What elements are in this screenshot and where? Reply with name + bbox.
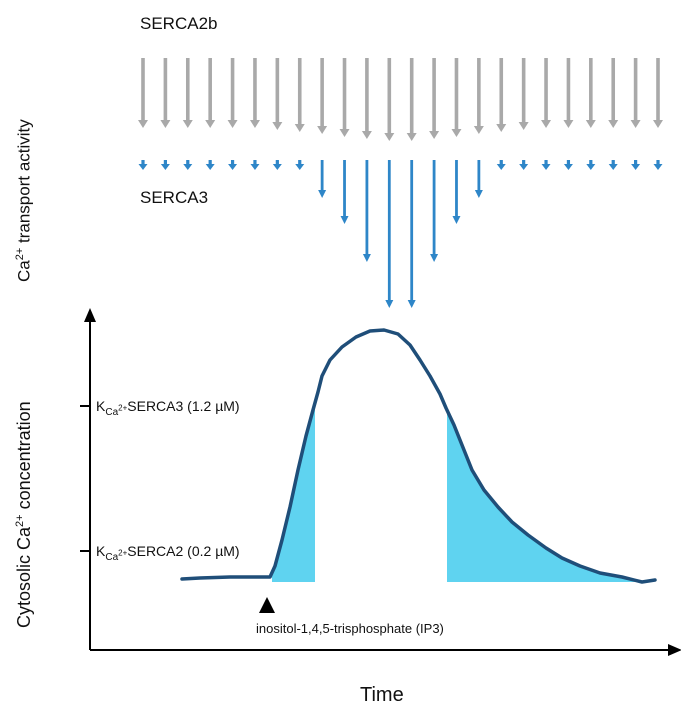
time-label: Time [360,684,404,706]
serca2b-arrow [585,58,596,128]
serca2b-arrow [406,58,417,141]
serca3-arrow [250,160,260,170]
serca2b-arrow [608,58,619,128]
k-serca2-label: KCa2+SERCA2 (0.2 µM) [96,543,240,563]
serca2b-arrow [272,58,283,130]
transport-axis-label: Ca2+ transport activity [14,119,34,282]
serca3-arrow [295,160,305,170]
x-axis-arrowhead [668,644,681,656]
serca2b-arrow [249,58,260,128]
calcium-curve [180,328,657,584]
k-serca3-label: KCa2+SERCA3 (1.2 µM) [96,398,240,418]
serca3-arrow [160,160,170,170]
serca2b-arrow [653,58,663,128]
serca3-arrow [318,160,327,198]
y-axis-arrowhead [84,308,96,322]
serca3-arrow [228,160,238,170]
serca2b-label: SERCA2b [140,14,218,33]
serca3-arrow [362,160,371,262]
serca2b-arrow [339,58,350,137]
serca3-arrow [407,160,416,308]
serca2b-arrow [518,58,529,130]
serca2b-arrow [361,58,372,139]
serca2b-arrow [138,58,148,128]
serca3-arrow [430,160,439,262]
serca2b-arrow [429,58,440,139]
serca3-arrow [608,160,618,170]
ip3-marker-triangle [259,597,275,613]
serca2b-arrow [384,58,395,141]
serca3-arrow [452,160,461,224]
serca2b-arrow [496,58,507,132]
serca3-arrow [205,160,215,170]
serca2b-arrow [630,58,641,128]
serca2b-arrow [294,58,305,132]
serca3-arrow [519,160,529,170]
axes-group [80,308,681,656]
serca3-arrow [496,160,506,170]
serca3-arrow [183,160,193,170]
serca2b-arrow [205,58,216,128]
serca3-arrow [272,160,282,170]
ip3-label: inositol-1,4,5-trisphosphate (IP3) [256,621,444,636]
serca2b-arrow [317,58,328,134]
serca2b-arrow [160,58,171,128]
serca2b-arrow [182,58,193,128]
serca3-arrow [541,160,551,170]
serca3-arrow [138,160,148,170]
serca2b-arrow [563,58,574,128]
concentration-axis-label: Cytosolic Ca2+ concentration [14,401,34,628]
decay-fill-region [447,410,645,582]
threshold-fill-group [272,402,645,582]
serca3-arrow [340,160,349,224]
serca2b-arrow [451,58,462,137]
serca3-arrow-group [138,160,663,308]
serca3-arrow [586,160,596,170]
serca2b-arrow-group [138,58,663,141]
serca3-arrow [653,160,663,170]
serca3-label: SERCA3 [140,188,209,207]
serca2b-arrow [473,58,484,134]
serca3-arrow [385,160,394,308]
serca2b-arrow [541,58,552,128]
serca3-arrow [474,160,483,198]
serca2b-arrow [227,58,238,128]
serca3-arrow [631,160,641,170]
serca3-arrow [563,160,573,170]
